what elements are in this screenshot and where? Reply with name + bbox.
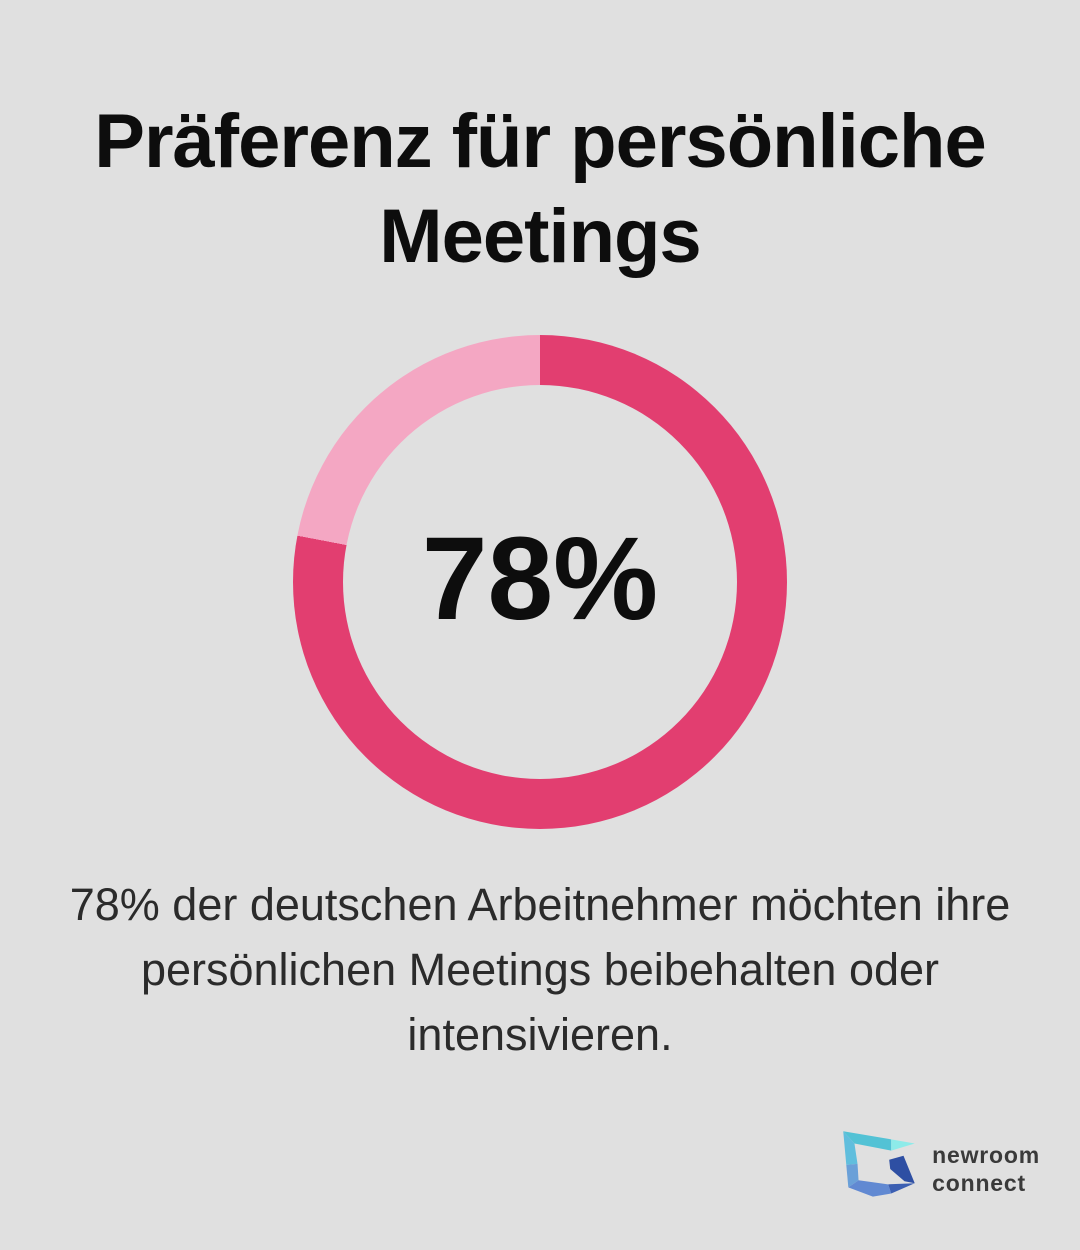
donut-chart-hole: 78% (343, 385, 737, 779)
logo-facet-left-upper (843, 1131, 858, 1165)
caption-text: 78% der deutschen Arbeitnehmer möchten i… (69, 879, 1011, 1060)
donut-center-percentage-label: 78% (421, 513, 659, 645)
newroom-connect-logo: newroom connect (840, 1122, 1040, 1216)
logo-wordmark-line2: connect (932, 1170, 1026, 1196)
page-title: Präferenz für persönliche Meetings (0, 94, 1080, 284)
donut-chart: 78% (293, 335, 787, 829)
logo-wordmark-line1: newroom (932, 1142, 1040, 1168)
logo-facet-top-cyan-tip (891, 1139, 915, 1151)
logo-facet-top-teal (843, 1131, 892, 1151)
logo-wordmark: newroom connect (932, 1141, 1040, 1197)
logo-facet-crossbar (889, 1155, 915, 1184)
logo-facet-bottom-right-wedge (888, 1183, 915, 1194)
logo-facet-left-lower (846, 1163, 859, 1188)
newroom-connect-logo-icon (843, 1131, 915, 1197)
logo-facet-bottom-ribbon (848, 1180, 892, 1197)
page-title-text: Präferenz für persönliche Meetings (94, 99, 987, 279)
